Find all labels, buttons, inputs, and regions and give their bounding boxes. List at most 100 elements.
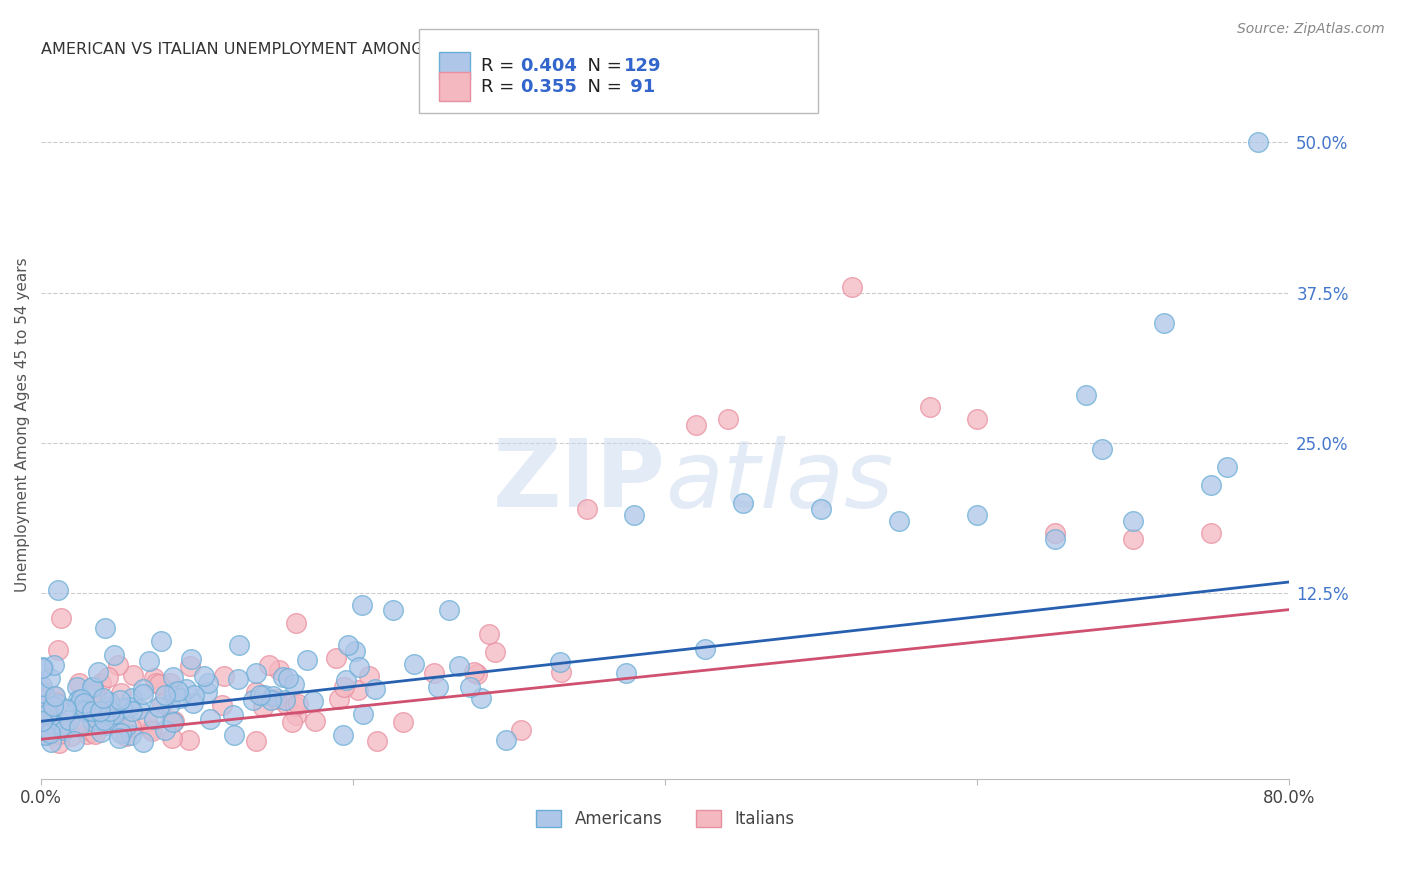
Point bbox=[249, 688, 271, 702]
Point bbox=[84, 714, 107, 728]
Point bbox=[343, 644, 366, 658]
Point bbox=[37, 707, 59, 722]
Point bbox=[67, 720, 90, 734]
Point bbox=[437, 603, 460, 617]
Point bbox=[224, 728, 246, 742]
Point bbox=[44, 689, 66, 703]
Point bbox=[72, 703, 94, 717]
Point bbox=[51, 719, 73, 733]
Point bbox=[115, 719, 138, 733]
Point bbox=[733, 496, 755, 510]
Point bbox=[111, 701, 134, 715]
Point bbox=[48, 727, 70, 741]
Point bbox=[90, 676, 112, 690]
Text: N =: N = bbox=[576, 57, 628, 75]
Point bbox=[357, 669, 380, 683]
Point bbox=[280, 714, 302, 729]
Point bbox=[83, 727, 105, 741]
Point bbox=[108, 715, 131, 730]
Text: 0.404: 0.404 bbox=[520, 57, 576, 75]
Point bbox=[576, 501, 599, 516]
Point bbox=[132, 735, 155, 749]
Point bbox=[67, 715, 90, 730]
Point bbox=[48, 736, 70, 750]
Point bbox=[51, 611, 73, 625]
Point bbox=[138, 654, 160, 668]
Point bbox=[58, 713, 80, 727]
Point bbox=[45, 695, 67, 709]
Point bbox=[149, 633, 172, 648]
Point bbox=[34, 728, 56, 742]
Text: R =: R = bbox=[481, 57, 520, 75]
Point bbox=[31, 661, 53, 675]
Legend: Americans, Italians: Americans, Italians bbox=[530, 803, 801, 834]
Point bbox=[98, 695, 121, 709]
Point bbox=[135, 714, 157, 729]
Point bbox=[198, 712, 221, 726]
Point bbox=[211, 698, 233, 712]
Point bbox=[347, 660, 370, 674]
Point bbox=[302, 694, 325, 708]
Point bbox=[295, 653, 318, 667]
Point bbox=[110, 726, 132, 740]
Text: 129: 129 bbox=[624, 57, 662, 75]
Point bbox=[82, 725, 104, 739]
Point bbox=[325, 651, 347, 665]
Point bbox=[159, 676, 181, 690]
Point bbox=[332, 728, 354, 742]
Point bbox=[39, 722, 62, 736]
Point bbox=[1045, 525, 1067, 540]
Point bbox=[75, 704, 97, 718]
Text: 91: 91 bbox=[624, 78, 655, 95]
Point bbox=[463, 665, 485, 680]
Point bbox=[283, 677, 305, 691]
Point bbox=[381, 603, 404, 617]
Point bbox=[1076, 387, 1098, 401]
Point bbox=[96, 717, 118, 731]
Point bbox=[31, 714, 53, 728]
Point bbox=[222, 708, 245, 723]
Point bbox=[195, 685, 218, 699]
Point bbox=[693, 642, 716, 657]
Point bbox=[91, 698, 114, 712]
Point bbox=[352, 598, 374, 612]
Text: 0.355: 0.355 bbox=[520, 78, 576, 95]
Point bbox=[80, 681, 103, 695]
Point bbox=[197, 675, 219, 690]
Point bbox=[103, 706, 125, 721]
Point bbox=[177, 733, 200, 747]
Point bbox=[449, 659, 471, 673]
Point bbox=[120, 728, 142, 742]
Point bbox=[285, 707, 308, 722]
Text: R =: R = bbox=[481, 78, 520, 95]
Point bbox=[35, 725, 58, 739]
Point bbox=[335, 673, 357, 687]
Point bbox=[478, 627, 501, 641]
Point bbox=[103, 648, 125, 662]
Point bbox=[72, 696, 94, 710]
Point bbox=[49, 714, 72, 729]
Point bbox=[162, 669, 184, 683]
Point bbox=[42, 698, 65, 713]
Point bbox=[38, 671, 60, 685]
Point bbox=[277, 671, 299, 685]
Point bbox=[93, 713, 115, 727]
Point bbox=[153, 688, 176, 702]
Point bbox=[55, 702, 77, 716]
Point bbox=[889, 514, 911, 528]
Point bbox=[183, 697, 205, 711]
Point bbox=[245, 665, 267, 680]
Point bbox=[304, 714, 326, 729]
Point bbox=[269, 663, 291, 677]
Point bbox=[121, 667, 143, 681]
Point bbox=[69, 692, 91, 706]
Point bbox=[121, 691, 143, 706]
Point bbox=[166, 683, 188, 698]
Point bbox=[63, 733, 86, 747]
Point bbox=[107, 657, 129, 672]
Point bbox=[58, 722, 80, 736]
Point bbox=[169, 691, 191, 706]
Point bbox=[117, 699, 139, 714]
Point bbox=[920, 400, 942, 414]
Point bbox=[366, 733, 388, 747]
